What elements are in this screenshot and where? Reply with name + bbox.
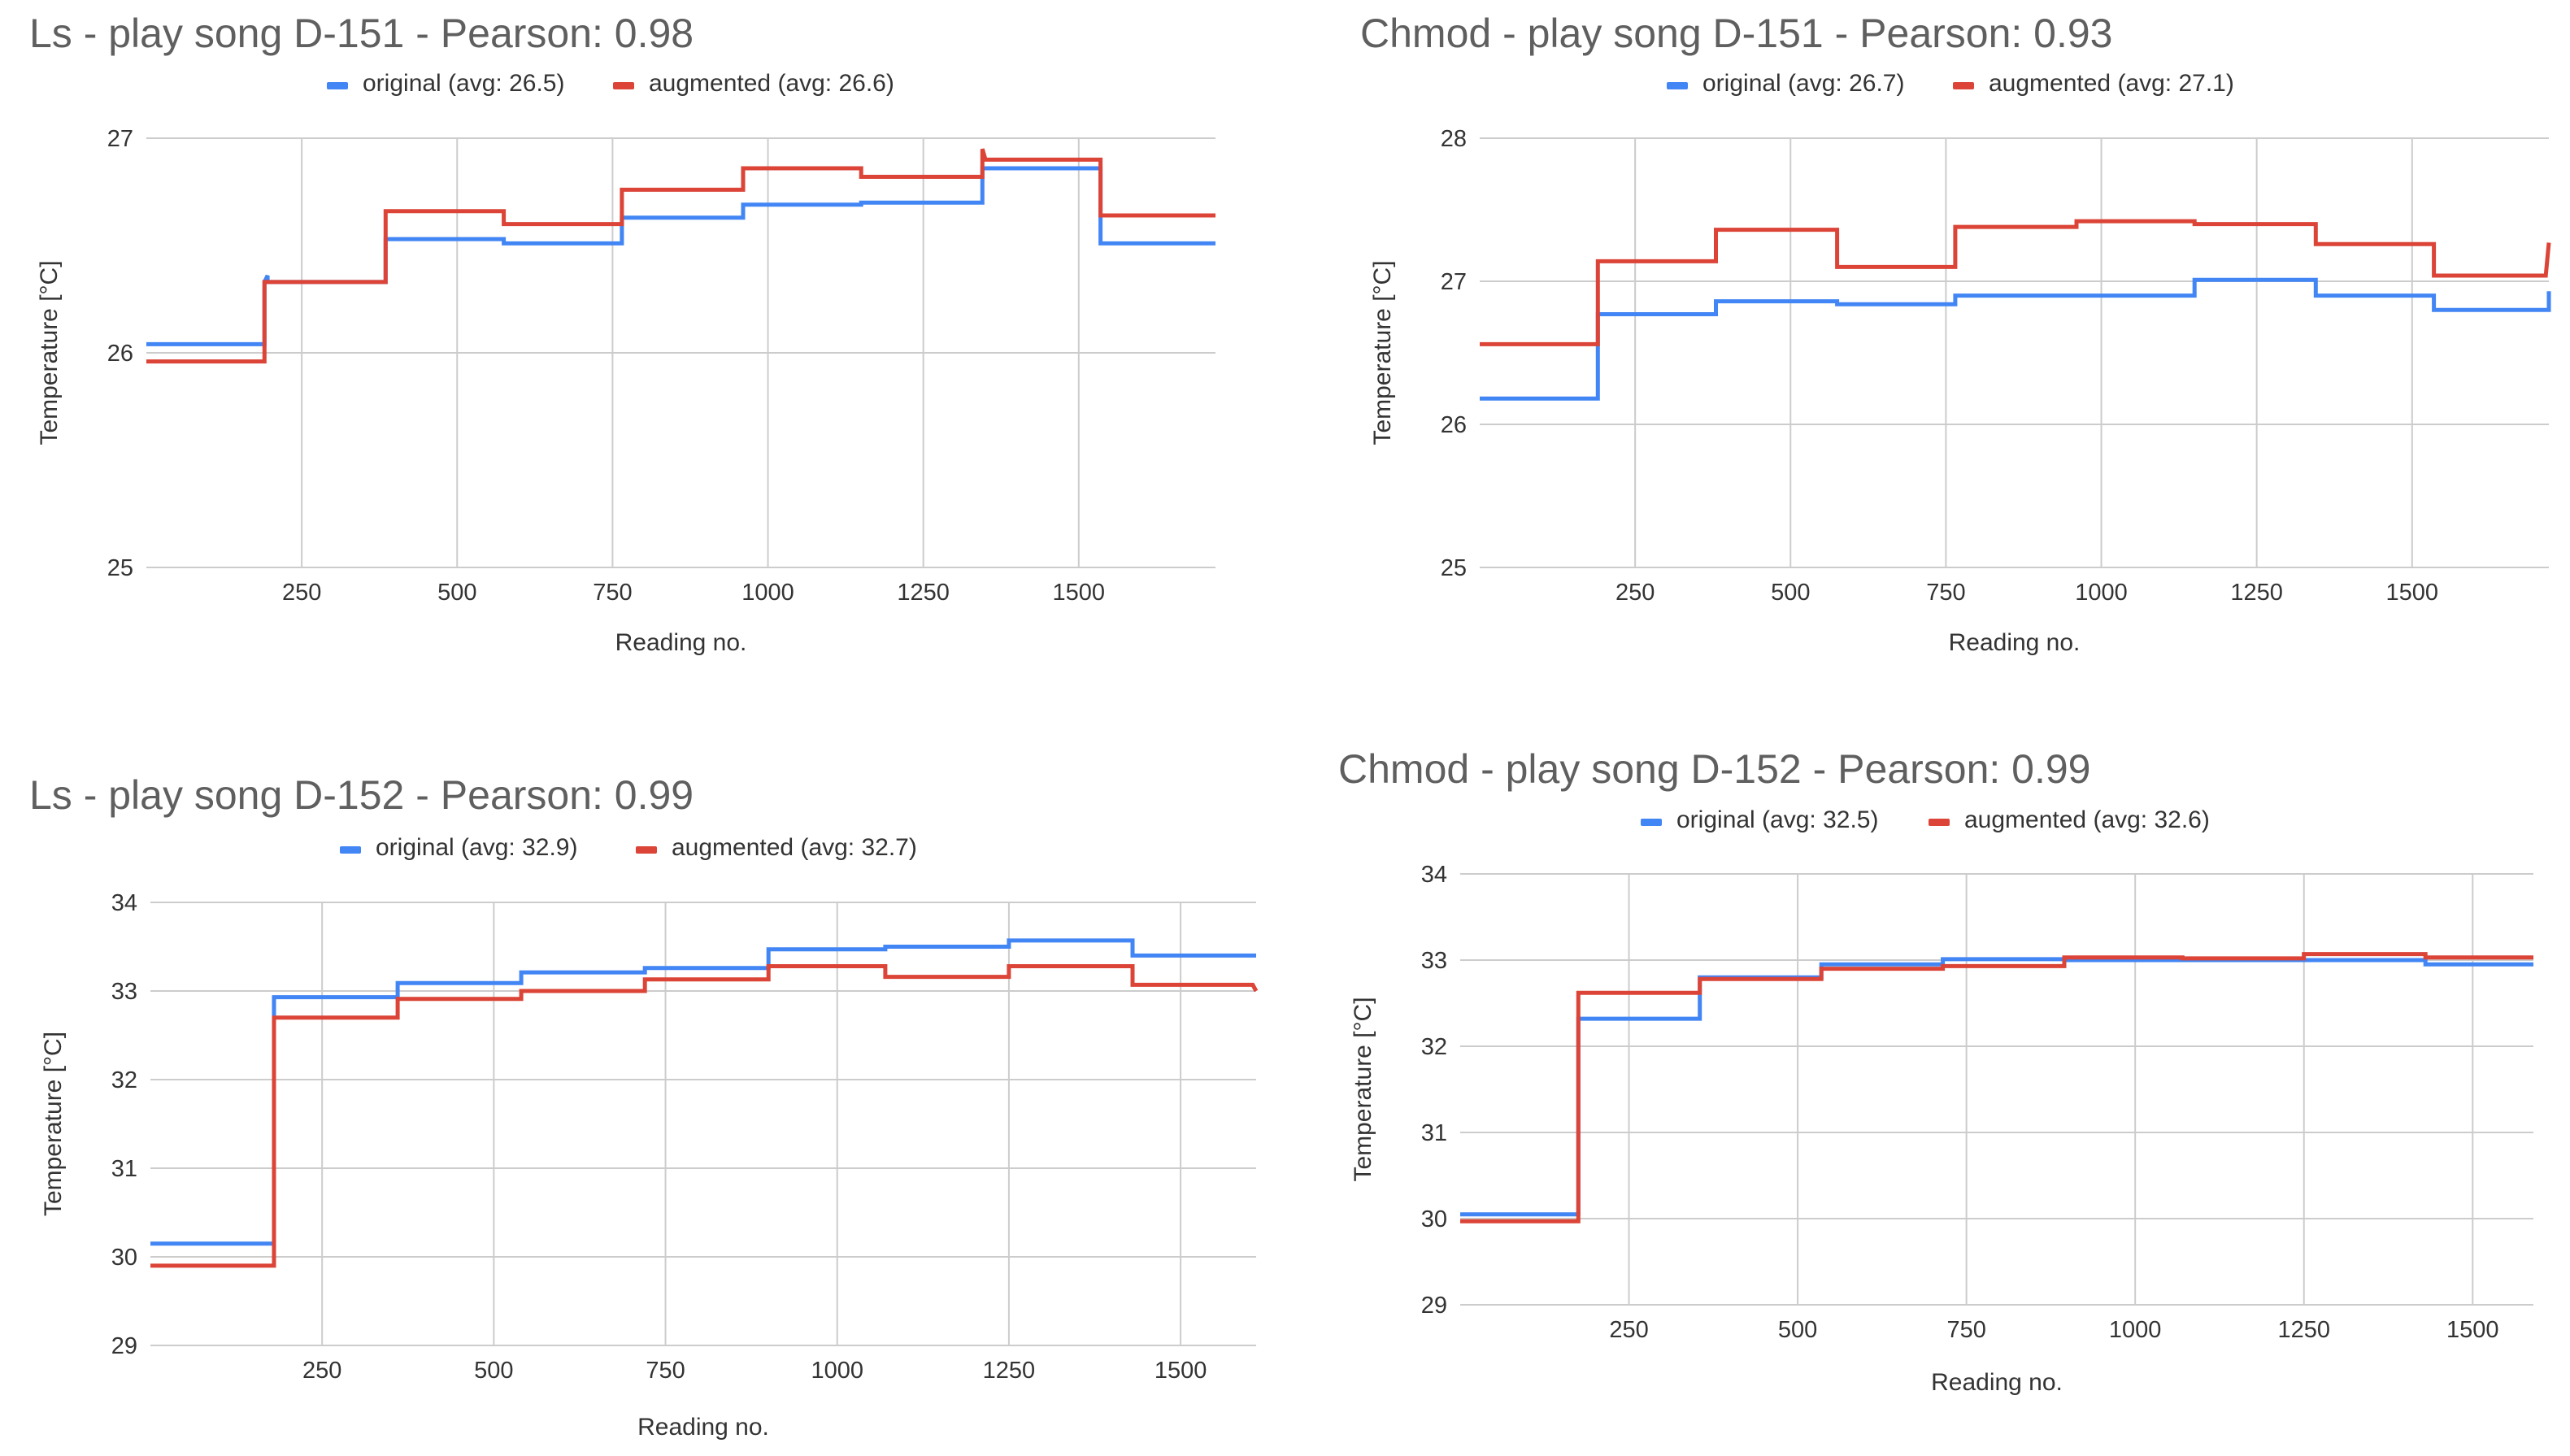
legend-label: augmented (avg: 32.7) <box>672 834 917 861</box>
chart-title: Chmod - play song D-152 - Pearson: 0.99 <box>1338 746 2091 792</box>
x-tick-label: 1500 <box>1053 580 1106 606</box>
x-axis-label: Reading no. <box>637 1414 769 1441</box>
y-tick-label: 27 <box>1441 269 1467 295</box>
x-tick-label: 500 <box>1771 580 1810 606</box>
x-axis-label: Reading no. <box>615 629 747 656</box>
x-tick-label: 1500 <box>2386 580 2439 606</box>
y-axis-label: Temperature [°C] <box>40 1032 67 1216</box>
series-original-line <box>1460 957 2533 1217</box>
legend-swatch <box>340 846 361 854</box>
y-tick-label: 28 <box>1441 126 1467 152</box>
y-tick-label: 31 <box>1421 1120 1447 1146</box>
legend-label: original (avg: 32.5) <box>1676 806 1878 833</box>
legend-swatch <box>613 82 634 89</box>
x-tick-label: 1250 <box>983 1358 1036 1384</box>
x-tick-label: 1000 <box>741 580 794 606</box>
legend-label: original (avg: 26.5) <box>363 70 564 97</box>
x-tick-label: 1000 <box>2075 580 2128 606</box>
x-axis-label: Reading no. <box>1931 1369 2063 1396</box>
legend-swatch <box>1667 82 1688 89</box>
y-axis-label: Temperature [°C] <box>1350 997 1376 1181</box>
x-tick-label: 250 <box>282 580 321 606</box>
chart-svg: Ls - play song D-152 - Pearson: 0.99 orig… <box>29 772 1259 1441</box>
x-tick-label: 750 <box>1926 580 1965 606</box>
y-tick-label: 33 <box>111 979 137 1005</box>
legend-swatch <box>636 846 657 854</box>
x-tick-label: 1500 <box>1155 1358 1207 1384</box>
series-augmented-line <box>1480 219 2551 346</box>
series-augmented-line <box>1460 952 2533 1223</box>
y-tick-label: 32 <box>1421 1034 1447 1060</box>
y-tick-label: 25 <box>1441 555 1467 581</box>
x-tick-label: 250 <box>1615 580 1655 606</box>
legend-swatch <box>1929 819 1950 826</box>
y-axis-label: Temperature [°C] <box>1369 260 1396 445</box>
chart-title: Ls - play song D-151 - Pearson: 0.98 <box>29 11 694 56</box>
chart-chmod-d152: Chmod - play song D-152 - Pearson: 0.99 o… <box>1285 732 2570 1456</box>
y-tick-label: 34 <box>111 890 137 916</box>
y-axis-label: Temperature [°C] <box>36 260 63 445</box>
y-tick-label: 26 <box>1441 412 1467 438</box>
x-tick-label: 1250 <box>2277 1317 2330 1343</box>
y-tick-label: 32 <box>111 1067 137 1093</box>
x-tick-label: 250 <box>1609 1317 1648 1343</box>
chart-title: Ls - play song D-152 - Pearson: 0.99 <box>29 772 694 818</box>
y-tick-label: 30 <box>111 1245 137 1271</box>
y-tick-label: 29 <box>111 1333 137 1359</box>
legend-swatch <box>1953 82 1974 89</box>
legend-label: original (avg: 32.9) <box>376 834 577 861</box>
chart-ls-d151: Ls - play song D-151 - Pearson: 0.98 orig… <box>0 0 1268 699</box>
y-tick-label: 31 <box>111 1156 137 1182</box>
x-tick-label: 1000 <box>2109 1317 2162 1343</box>
chart-svg: Ls - play song D-151 - Pearson: 0.98 orig… <box>29 11 1215 656</box>
x-tick-label: 1250 <box>897 580 950 606</box>
series-augmented-line <box>146 148 1215 364</box>
legend-swatch <box>1641 819 1662 826</box>
x-tick-label: 750 <box>1946 1317 1985 1343</box>
y-tick-label: 33 <box>1421 948 1447 974</box>
x-tick-label: 750 <box>593 580 632 606</box>
chart-ls-d152: Ls - play song D-152 - Pearson: 0.99 orig… <box>0 732 1268 1456</box>
x-tick-label: 1000 <box>811 1358 863 1384</box>
series-augmented-line <box>150 964 1259 1268</box>
chart-title: Chmod - play song D-151 - Pearson: 0.93 <box>1360 11 2113 56</box>
y-tick-label: 25 <box>107 555 133 581</box>
y-tick-label: 26 <box>107 341 133 367</box>
series-original-line <box>146 166 1215 346</box>
x-tick-label: 750 <box>646 1358 685 1384</box>
legend-swatch <box>327 82 348 89</box>
x-tick-label: 500 <box>437 580 476 606</box>
y-tick-label: 34 <box>1421 862 1447 888</box>
x-tick-label: 1500 <box>2446 1317 2499 1343</box>
series-original-line <box>150 938 1256 1246</box>
x-axis-label: Reading no. <box>1949 629 2081 656</box>
x-tick-label: 500 <box>1778 1317 1817 1343</box>
legend-label: augmented (avg: 27.1) <box>1989 70 2234 97</box>
legend-label: augmented (avg: 32.6) <box>1964 806 2210 833</box>
y-tick-label: 29 <box>1421 1293 1447 1319</box>
chart-svg: Chmod - play song D-152 - Pearson: 0.99 o… <box>1338 746 2533 1396</box>
series-original-line <box>1480 277 2551 401</box>
x-tick-label: 250 <box>302 1358 341 1384</box>
chart-chmod-d151: Chmod - play song D-151 - Pearson: 0.93 o… <box>1285 0 2570 699</box>
y-tick-label: 27 <box>107 126 133 152</box>
y-tick-label: 30 <box>1421 1206 1447 1232</box>
x-tick-label: 1250 <box>2230 580 2283 606</box>
chart-svg: Chmod - play song D-151 - Pearson: 0.93 o… <box>1360 11 2551 656</box>
x-tick-label: 500 <box>474 1358 513 1384</box>
legend-label: original (avg: 26.7) <box>1702 70 1904 97</box>
legend-label: augmented (avg: 26.6) <box>649 70 894 97</box>
